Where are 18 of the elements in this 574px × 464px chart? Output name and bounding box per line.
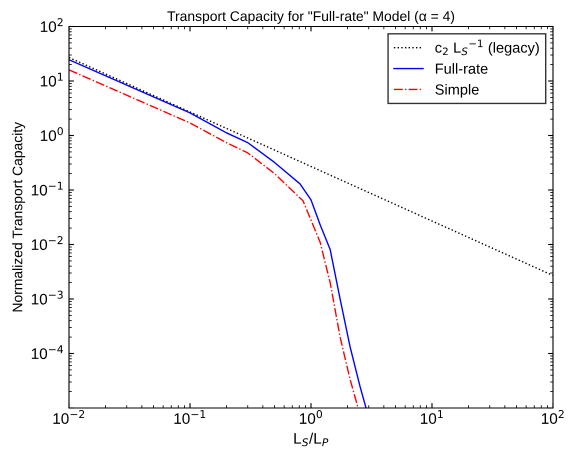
y-tick-label: 10$^{1}$ [40, 72, 63, 87]
x-tick-label: 10$^{−1}$ [174, 410, 206, 424]
y-axis-title: Normalized Transport Capacity [12, 122, 26, 312]
x-tick-label: 10$^{2}$ [542, 410, 564, 424]
y-tick-label: 10$^{−1}$ [32, 182, 63, 196]
y-tick-label: 10$^{−4}$ [32, 345, 63, 360]
y-tick-label: 10$^{0}$ [40, 127, 63, 142]
x-tick-label: 10$^{−2}$ [53, 410, 84, 424]
y-tick-label: 10$^{−2}$ [32, 236, 63, 250]
legend-label: Full-rate [436, 63, 488, 74]
y-tick-label: 10$^{2}$ [40, 18, 63, 32]
chart-title: Transport Capacity for "Full-rate" Model (α = 4) [167, 10, 454, 24]
y-tick-label: 10$^{−3}$ [32, 290, 63, 305]
legend-label: c$_{2}$ L$_{S}$$^{−1}$ (legacy) [435, 40, 539, 56]
legend-label: Simple [435, 84, 479, 98]
x-tick-label: 10$^{0}$ [300, 410, 322, 424]
x-axis-title: L$_{S}$/L$_{P}$ [294, 432, 328, 446]
x-tick-label: 10$^{1}$ [420, 410, 443, 424]
